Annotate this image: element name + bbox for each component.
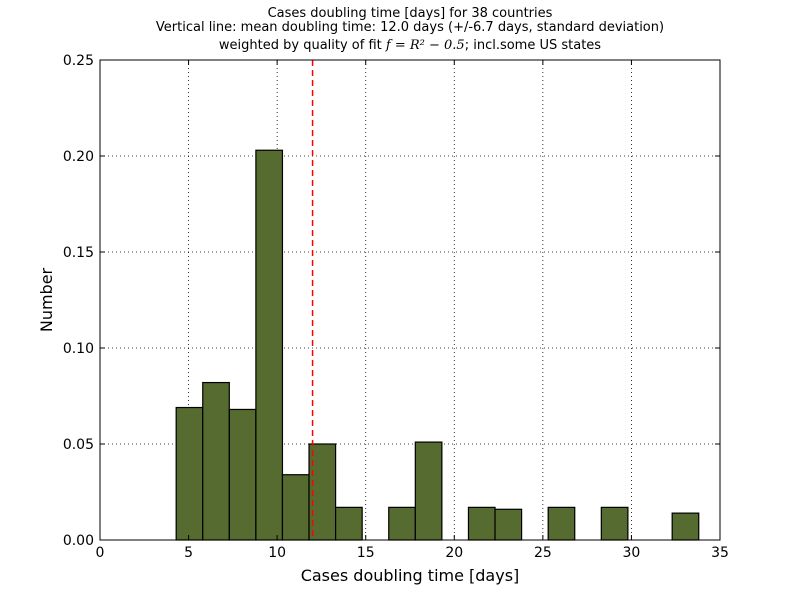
chart-title-line-3-suffix: ; incl.some US states — [464, 38, 602, 53]
histogram-bar — [202, 381, 230, 541]
x-tick-label: 35 — [711, 545, 729, 561]
y-tick-label: 0.10 — [63, 341, 94, 357]
x-tick-label: 25 — [534, 545, 552, 561]
histogram-bar — [494, 508, 523, 541]
histogram-bar — [388, 506, 416, 541]
histogram-bar — [547, 506, 576, 541]
histogram-bar — [671, 512, 700, 541]
histogram-bar — [281, 474, 310, 541]
histogram-bar — [414, 441, 443, 541]
x-tick-label: 30 — [623, 545, 641, 561]
histogram-bar — [255, 149, 284, 541]
x-tick-label: 20 — [445, 545, 463, 561]
x-tick-label: 5 — [184, 545, 193, 561]
ticks-layer: 0 5 10 15 20 25 30 35 0.00 0.05 0.10 0.15 0.20 0.25 — [63, 53, 729, 561]
x-tick-label: 15 — [357, 545, 375, 561]
y-tick-label: 0.15 — [63, 245, 94, 261]
x-tick-label: 10 — [268, 545, 286, 561]
histogram-bar — [228, 408, 257, 541]
x-axis-label: Cases doubling time [days] — [301, 566, 520, 585]
y-tick-label: 0.20 — [63, 149, 94, 165]
y-tick-label: 0.00 — [63, 533, 94, 549]
chart-title-line-3: weighted by quality of fit f = R² − 0.5;… — [100, 38, 720, 53]
chart-title-line-1: Cases doubling time [days] for 38 countr… — [267, 6, 553, 21]
histogram-bar — [335, 506, 363, 541]
chart-title-line-3-math: f = R² − 0.5 — [385, 38, 465, 53]
x-tick-label: 0 — [96, 545, 105, 561]
histogram-bar — [600, 506, 629, 541]
histogram-bar — [308, 443, 337, 541]
plot-frame — [99, 59, 721, 541]
y-tick-label: 0.05 — [63, 437, 94, 453]
histogram-bar — [467, 506, 496, 541]
y-tick-label: 0.25 — [63, 53, 94, 69]
histogram-bar — [175, 406, 204, 541]
chart-title-line-3-prefix: weighted by quality of fit — [218, 38, 386, 53]
bars-layer — [175, 149, 700, 541]
y-axis-label: Number — [37, 267, 56, 332]
chart-title-line-2: Vertical line: mean doubling time: 12.0 … — [155, 20, 665, 35]
